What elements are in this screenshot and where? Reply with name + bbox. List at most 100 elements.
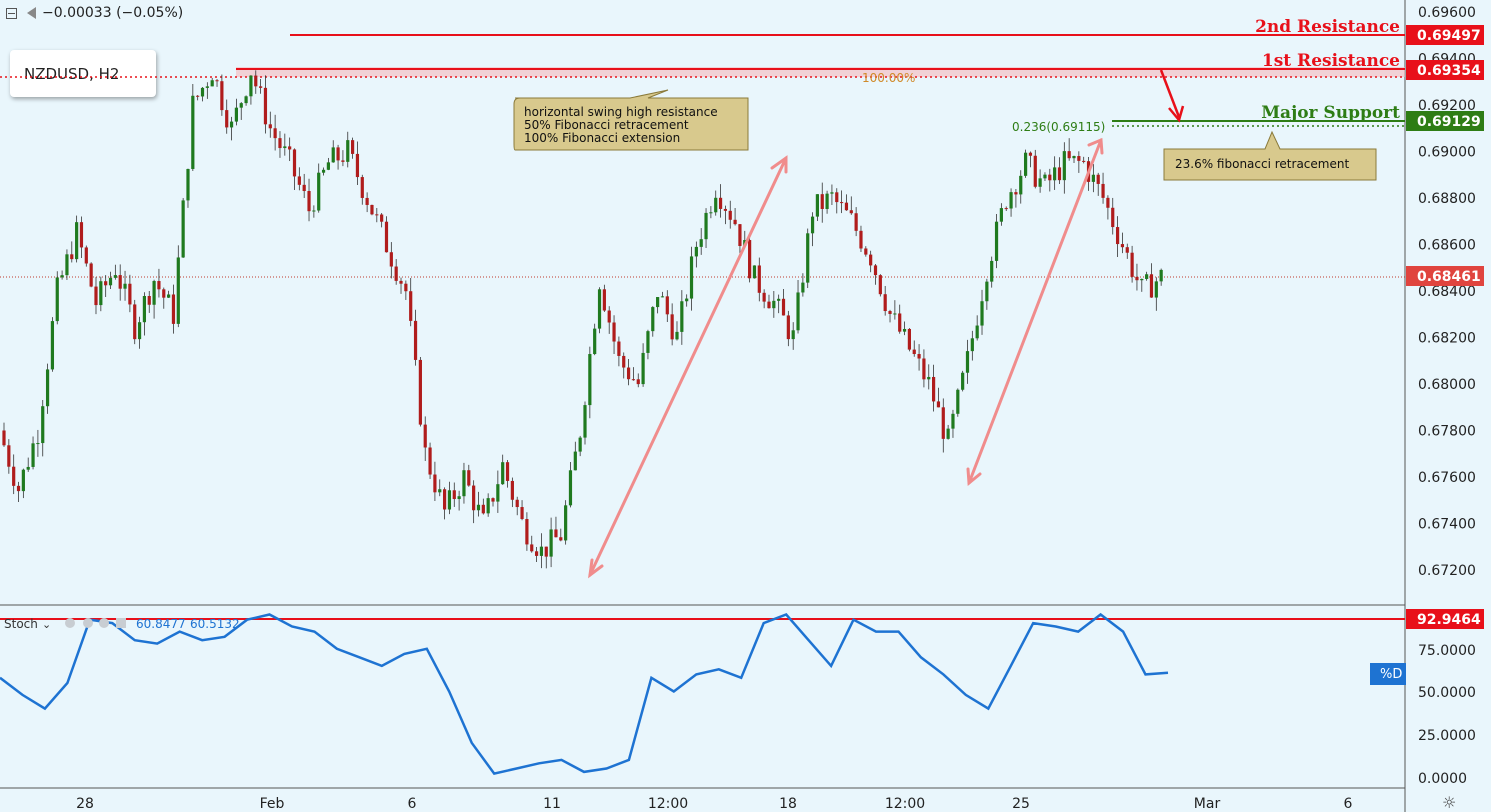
stoch-d-badge-bg <box>1370 663 1406 685</box>
candle-body <box>951 413 955 429</box>
candle-body <box>462 470 466 497</box>
time-tick-label: 11 <box>543 796 561 812</box>
candle-body <box>665 296 669 315</box>
note-resistance-line3: 100% Fibonacci extension <box>524 131 680 145</box>
candle-body <box>859 230 863 249</box>
tag-major-support: 0.69129 <box>1417 114 1481 130</box>
candle-body <box>70 254 74 260</box>
candle-body <box>1038 178 1042 187</box>
candle-body <box>336 147 340 161</box>
candle-body <box>714 197 718 213</box>
candle-body <box>1033 155 1037 187</box>
candle-body <box>530 544 534 552</box>
time-tick-label: 12:00 <box>885 796 925 812</box>
settings-icon[interactable] <box>83 618 93 628</box>
tag-1st-resistance: 0.69354 <box>1417 63 1481 79</box>
candle-body <box>738 224 742 247</box>
candle-body <box>389 252 393 267</box>
candle-body <box>292 149 297 177</box>
candle-body <box>564 505 568 541</box>
candle-body <box>1159 269 1163 282</box>
close-icon[interactable] <box>116 618 126 628</box>
candle-body <box>142 296 147 323</box>
candle-body <box>263 87 268 125</box>
candle-body <box>806 233 810 283</box>
candle-body <box>341 160 345 162</box>
candle-body <box>1048 174 1052 181</box>
time-tick-label: 6 <box>408 796 417 812</box>
stoch-tick-25: 25.0000 <box>1418 728 1476 744</box>
note-resistance-box <box>513 89 749 151</box>
stoch-controls[interactable] <box>65 618 126 628</box>
candle-body <box>365 197 369 205</box>
candle-body <box>1130 252 1134 277</box>
candle-body <box>539 546 544 556</box>
candle-body <box>932 376 936 402</box>
candle-body <box>965 351 970 373</box>
stoch-tick-0: 0.0000 <box>1418 771 1467 787</box>
eye-icon[interactable] <box>65 618 75 628</box>
price-tick-label: 0.69200 <box>1418 98 1476 114</box>
candle-body <box>254 75 258 87</box>
candle-body <box>244 96 248 104</box>
candle-body <box>128 283 132 305</box>
time-tick-label: 28 <box>76 796 94 812</box>
candle-body <box>549 529 553 557</box>
candle-body <box>288 146 292 150</box>
candle-body <box>723 208 728 211</box>
stoch-level-tag: 92.9464 <box>1417 612 1481 628</box>
drop-arrowhead <box>1168 105 1185 123</box>
settings-gear-icon[interactable]: ☼ <box>1442 793 1456 812</box>
candle-body <box>133 304 137 340</box>
candle-body <box>520 507 524 520</box>
candle-body <box>1009 192 1013 209</box>
note-resistance-line2: 50% Fibonacci retracement <box>524 118 689 132</box>
tag-1st-resistance-bg <box>1406 60 1484 80</box>
candle-body <box>317 172 321 211</box>
candle-body <box>496 484 500 502</box>
candle-body <box>593 328 597 355</box>
stoch-chevron-icon[interactable]: ⌄ <box>42 618 51 631</box>
candle-body <box>651 307 655 332</box>
candle-body <box>820 194 824 209</box>
candle-body <box>631 379 636 381</box>
candle-body <box>481 504 485 514</box>
candle-body <box>181 200 185 258</box>
candle-body <box>597 289 602 329</box>
candle-body <box>646 331 650 353</box>
candle-body <box>854 213 858 231</box>
candle-body <box>394 266 398 281</box>
source-icon[interactable] <box>99 618 109 628</box>
arrowhead-1b <box>770 155 788 174</box>
candle-body <box>777 298 781 301</box>
candle-body <box>844 202 849 211</box>
candle-body <box>902 328 907 332</box>
candle-body <box>118 275 122 289</box>
candle-body <box>259 86 263 88</box>
candle-body <box>186 168 190 201</box>
note-support-box <box>1163 130 1377 181</box>
candle-body <box>312 210 316 212</box>
candle-body <box>685 298 689 302</box>
collapse-icon[interactable] <box>6 7 17 19</box>
candle-body <box>167 294 171 298</box>
candle-body <box>941 407 945 439</box>
candle-body <box>7 445 11 467</box>
candle-body <box>210 80 214 87</box>
trend-arrow-up-2 <box>967 138 1103 485</box>
candle-body <box>302 184 306 192</box>
candle-body <box>689 256 694 299</box>
candle-body <box>423 424 427 448</box>
trend-arrow-up-1 <box>588 156 788 577</box>
stoch-line <box>0 612 1169 776</box>
candle-body <box>680 301 684 332</box>
candle-body <box>418 359 422 425</box>
candle-body <box>999 208 1003 222</box>
candle-body <box>26 466 30 470</box>
candle-body <box>307 191 311 212</box>
price-tick-label: 0.67800 <box>1418 424 1476 440</box>
candle-body <box>830 192 834 194</box>
candle-body <box>229 121 234 128</box>
symbol-label[interactable]: NZDUSD, H2 <box>10 50 156 97</box>
drop-arrow <box>1159 69 1181 118</box>
